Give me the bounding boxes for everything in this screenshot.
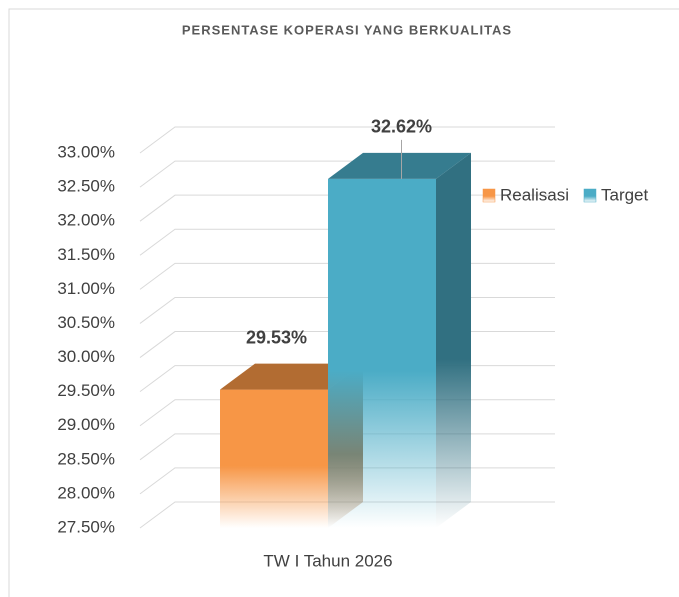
bar-top — [220, 363, 363, 390]
y-tick-label: 29.00% — [57, 415, 115, 434]
bar-front — [328, 178, 436, 528]
data-label: 32.62% — [371, 117, 432, 137]
y-tick-label: 31.00% — [57, 279, 115, 298]
legend-swatch — [583, 188, 597, 203]
y-tick-label: 32.00% — [57, 211, 115, 230]
grid-line — [139, 126, 555, 154]
y-tick-label: 30.50% — [57, 313, 115, 332]
legend-label: Target — [601, 185, 649, 204]
y-tick-label: 28.00% — [57, 483, 115, 502]
bar-side — [436, 152, 471, 528]
chart-title: PERSENTASE KOPERASI YANG BERKUALITAS — [182, 22, 512, 37]
legend-swatch — [482, 188, 496, 203]
x-tick-label: TW I Tahun 2026 — [263, 551, 392, 570]
data-label: 29.53% — [246, 327, 307, 347]
y-tick-label: 29.50% — [57, 381, 115, 400]
bar-front — [220, 389, 328, 528]
legend-label: Realisasi — [500, 185, 569, 204]
y-tick-label: 31.50% — [57, 245, 115, 264]
chart-border — [8, 8, 679, 597]
y-tick-label: 28.50% — [57, 449, 115, 468]
bar-top — [328, 152, 471, 179]
y-tick-label: 32.50% — [57, 177, 115, 196]
y-tick-label: 33.00% — [57, 142, 115, 161]
y-tick-label: 30.00% — [57, 347, 115, 366]
y-tick-label: 27.50% — [57, 517, 115, 536]
